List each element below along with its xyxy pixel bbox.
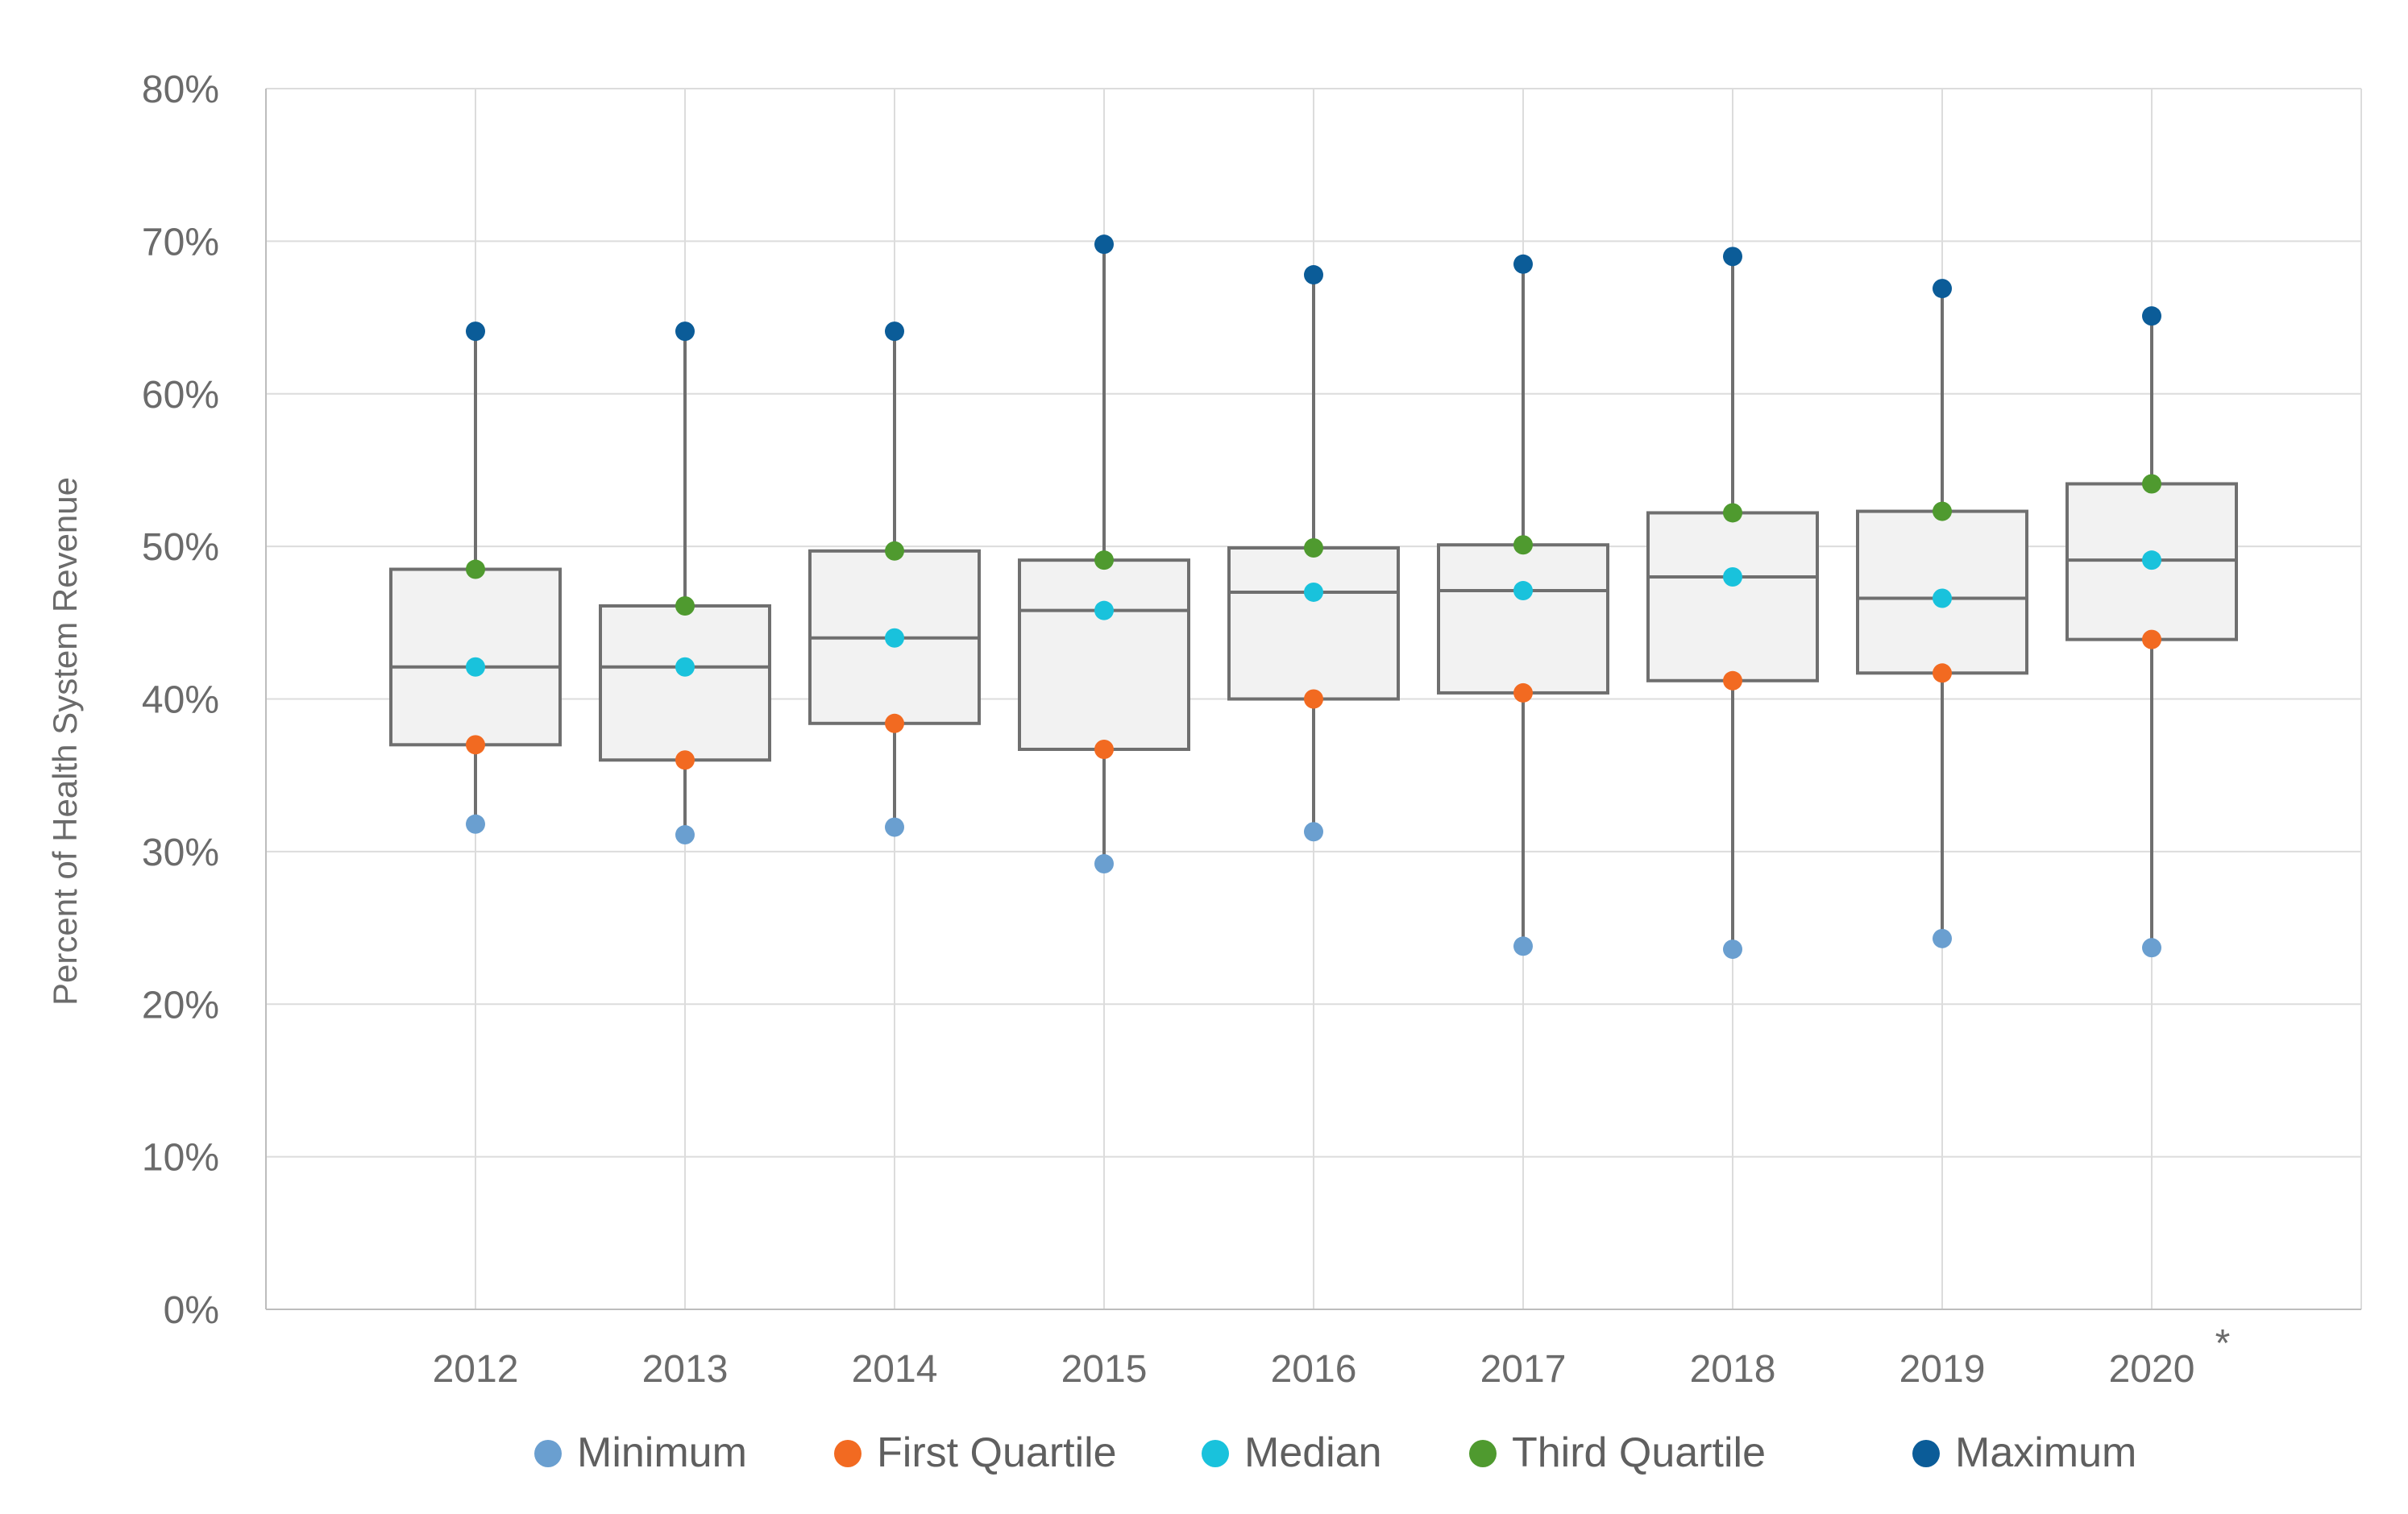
- x-tick-label: 2019: [1899, 1348, 1986, 1391]
- legend-marker: [534, 1440, 562, 1467]
- point-maximum: [1513, 254, 1533, 274]
- y-tick-label: 50%: [142, 526, 219, 569]
- point-third-quartile: [1513, 535, 1533, 555]
- point-first-quartile: [1094, 739, 1114, 759]
- x-tick-label: 2012: [433, 1348, 519, 1391]
- point-minimum: [1933, 928, 1952, 948]
- point-third-quartile: [466, 559, 485, 579]
- point-median: [675, 657, 695, 677]
- point-third-quartile: [1304, 538, 1323, 558]
- y-tick-label: 40%: [142, 679, 219, 722]
- point-minimum: [1094, 854, 1114, 874]
- point-first-quartile: [1304, 689, 1323, 709]
- point-third-quartile: [1723, 503, 1742, 523]
- y-tick-label: 80%: [142, 68, 219, 111]
- point-third-quartile: [1094, 550, 1114, 570]
- legend: Minimum First Quartile Median Third Quartil…: [534, 1429, 2136, 1476]
- point-first-quartile: [1513, 682, 1533, 703]
- point-maximum: [1933, 279, 1952, 299]
- point-third-quartile: [885, 541, 904, 561]
- box: [1018, 558, 1190, 751]
- point-minimum: [2142, 938, 2161, 958]
- point-minimum: [466, 814, 485, 834]
- point-first-quartile: [675, 750, 695, 770]
- x-tick-label: 2015: [1061, 1348, 1148, 1391]
- x-tick-label: 2016: [1271, 1348, 1357, 1391]
- point-median: [1933, 588, 1952, 608]
- point-first-quartile: [885, 713, 904, 733]
- point-minimum: [1513, 936, 1533, 956]
- point-minimum: [885, 817, 904, 837]
- point-first-quartile: [2142, 629, 2161, 649]
- point-median: [1094, 600, 1114, 620]
- point-third-quartile: [1933, 501, 1952, 521]
- x-tick-label: 2020: [2109, 1348, 2195, 1391]
- point-minimum: [675, 825, 695, 845]
- data-points: [466, 234, 2161, 960]
- point-maximum: [2142, 306, 2161, 326]
- point-minimum: [1304, 822, 1323, 842]
- point-maximum: [885, 321, 904, 342]
- legend-marker: [1469, 1440, 1497, 1467]
- point-maximum: [675, 321, 695, 342]
- x-tick-label: 2014: [852, 1348, 938, 1391]
- legend-marker: [1912, 1440, 1940, 1467]
- box: [389, 567, 562, 747]
- point-first-quartile: [466, 735, 485, 755]
- y-tick-label: 30%: [142, 832, 219, 874]
- point-minimum: [1723, 940, 1742, 960]
- point-median: [2142, 550, 2161, 570]
- y-axis-title: Percent of Health System Revenue: [46, 477, 84, 1006]
- x-tick-label: 2013: [642, 1348, 729, 1391]
- x-tick-note: *: [2215, 1322, 2231, 1365]
- box: [599, 604, 771, 762]
- x-tick-label: 2017: [1480, 1348, 1567, 1391]
- legend-label: First Quartile: [877, 1429, 1117, 1476]
- point-maximum: [1094, 234, 1114, 255]
- point-third-quartile: [675, 595, 695, 616]
- legend-label: Maximum: [1955, 1429, 2136, 1476]
- point-third-quartile: [2142, 474, 2161, 494]
- legend-label: Minimum: [577, 1429, 747, 1476]
- plot-area: [265, 88, 2362, 1310]
- point-median: [885, 628, 904, 648]
- point-first-quartile: [1723, 670, 1742, 691]
- y-tick-label: 70%: [142, 221, 219, 263]
- x-axis-ticks: 2012 2013 2014 2015 2016 2017 2018 2019 2020 *: [433, 1322, 2231, 1391]
- legend-label: Third Quartile: [1512, 1429, 1766, 1476]
- point-first-quartile: [1933, 663, 1952, 683]
- y-axis-ticks: 0% 10% 20% 30% 40% 50% 60% 70% 80%: [142, 68, 219, 1332]
- point-median: [466, 657, 485, 677]
- box: [1646, 511, 1819, 682]
- box: [1227, 546, 1400, 701]
- point-maximum: [1304, 265, 1323, 285]
- point-median: [1723, 567, 1742, 587]
- x-tick-label: 2018: [1690, 1348, 1776, 1391]
- point-median: [1304, 582, 1323, 602]
- point-maximum: [466, 321, 485, 342]
- legend-marker: [834, 1440, 861, 1467]
- y-tick-label: 0%: [164, 1289, 219, 1332]
- y-tick-label: 10%: [142, 1137, 219, 1180]
- y-tick-label: 60%: [142, 374, 219, 417]
- legend-marker: [1202, 1440, 1229, 1467]
- box: [1437, 543, 1609, 695]
- y-tick-label: 20%: [142, 984, 219, 1027]
- point-median: [1513, 581, 1533, 601]
- point-maximum: [1723, 247, 1742, 267]
- legend-label: Median: [1244, 1429, 1382, 1476]
